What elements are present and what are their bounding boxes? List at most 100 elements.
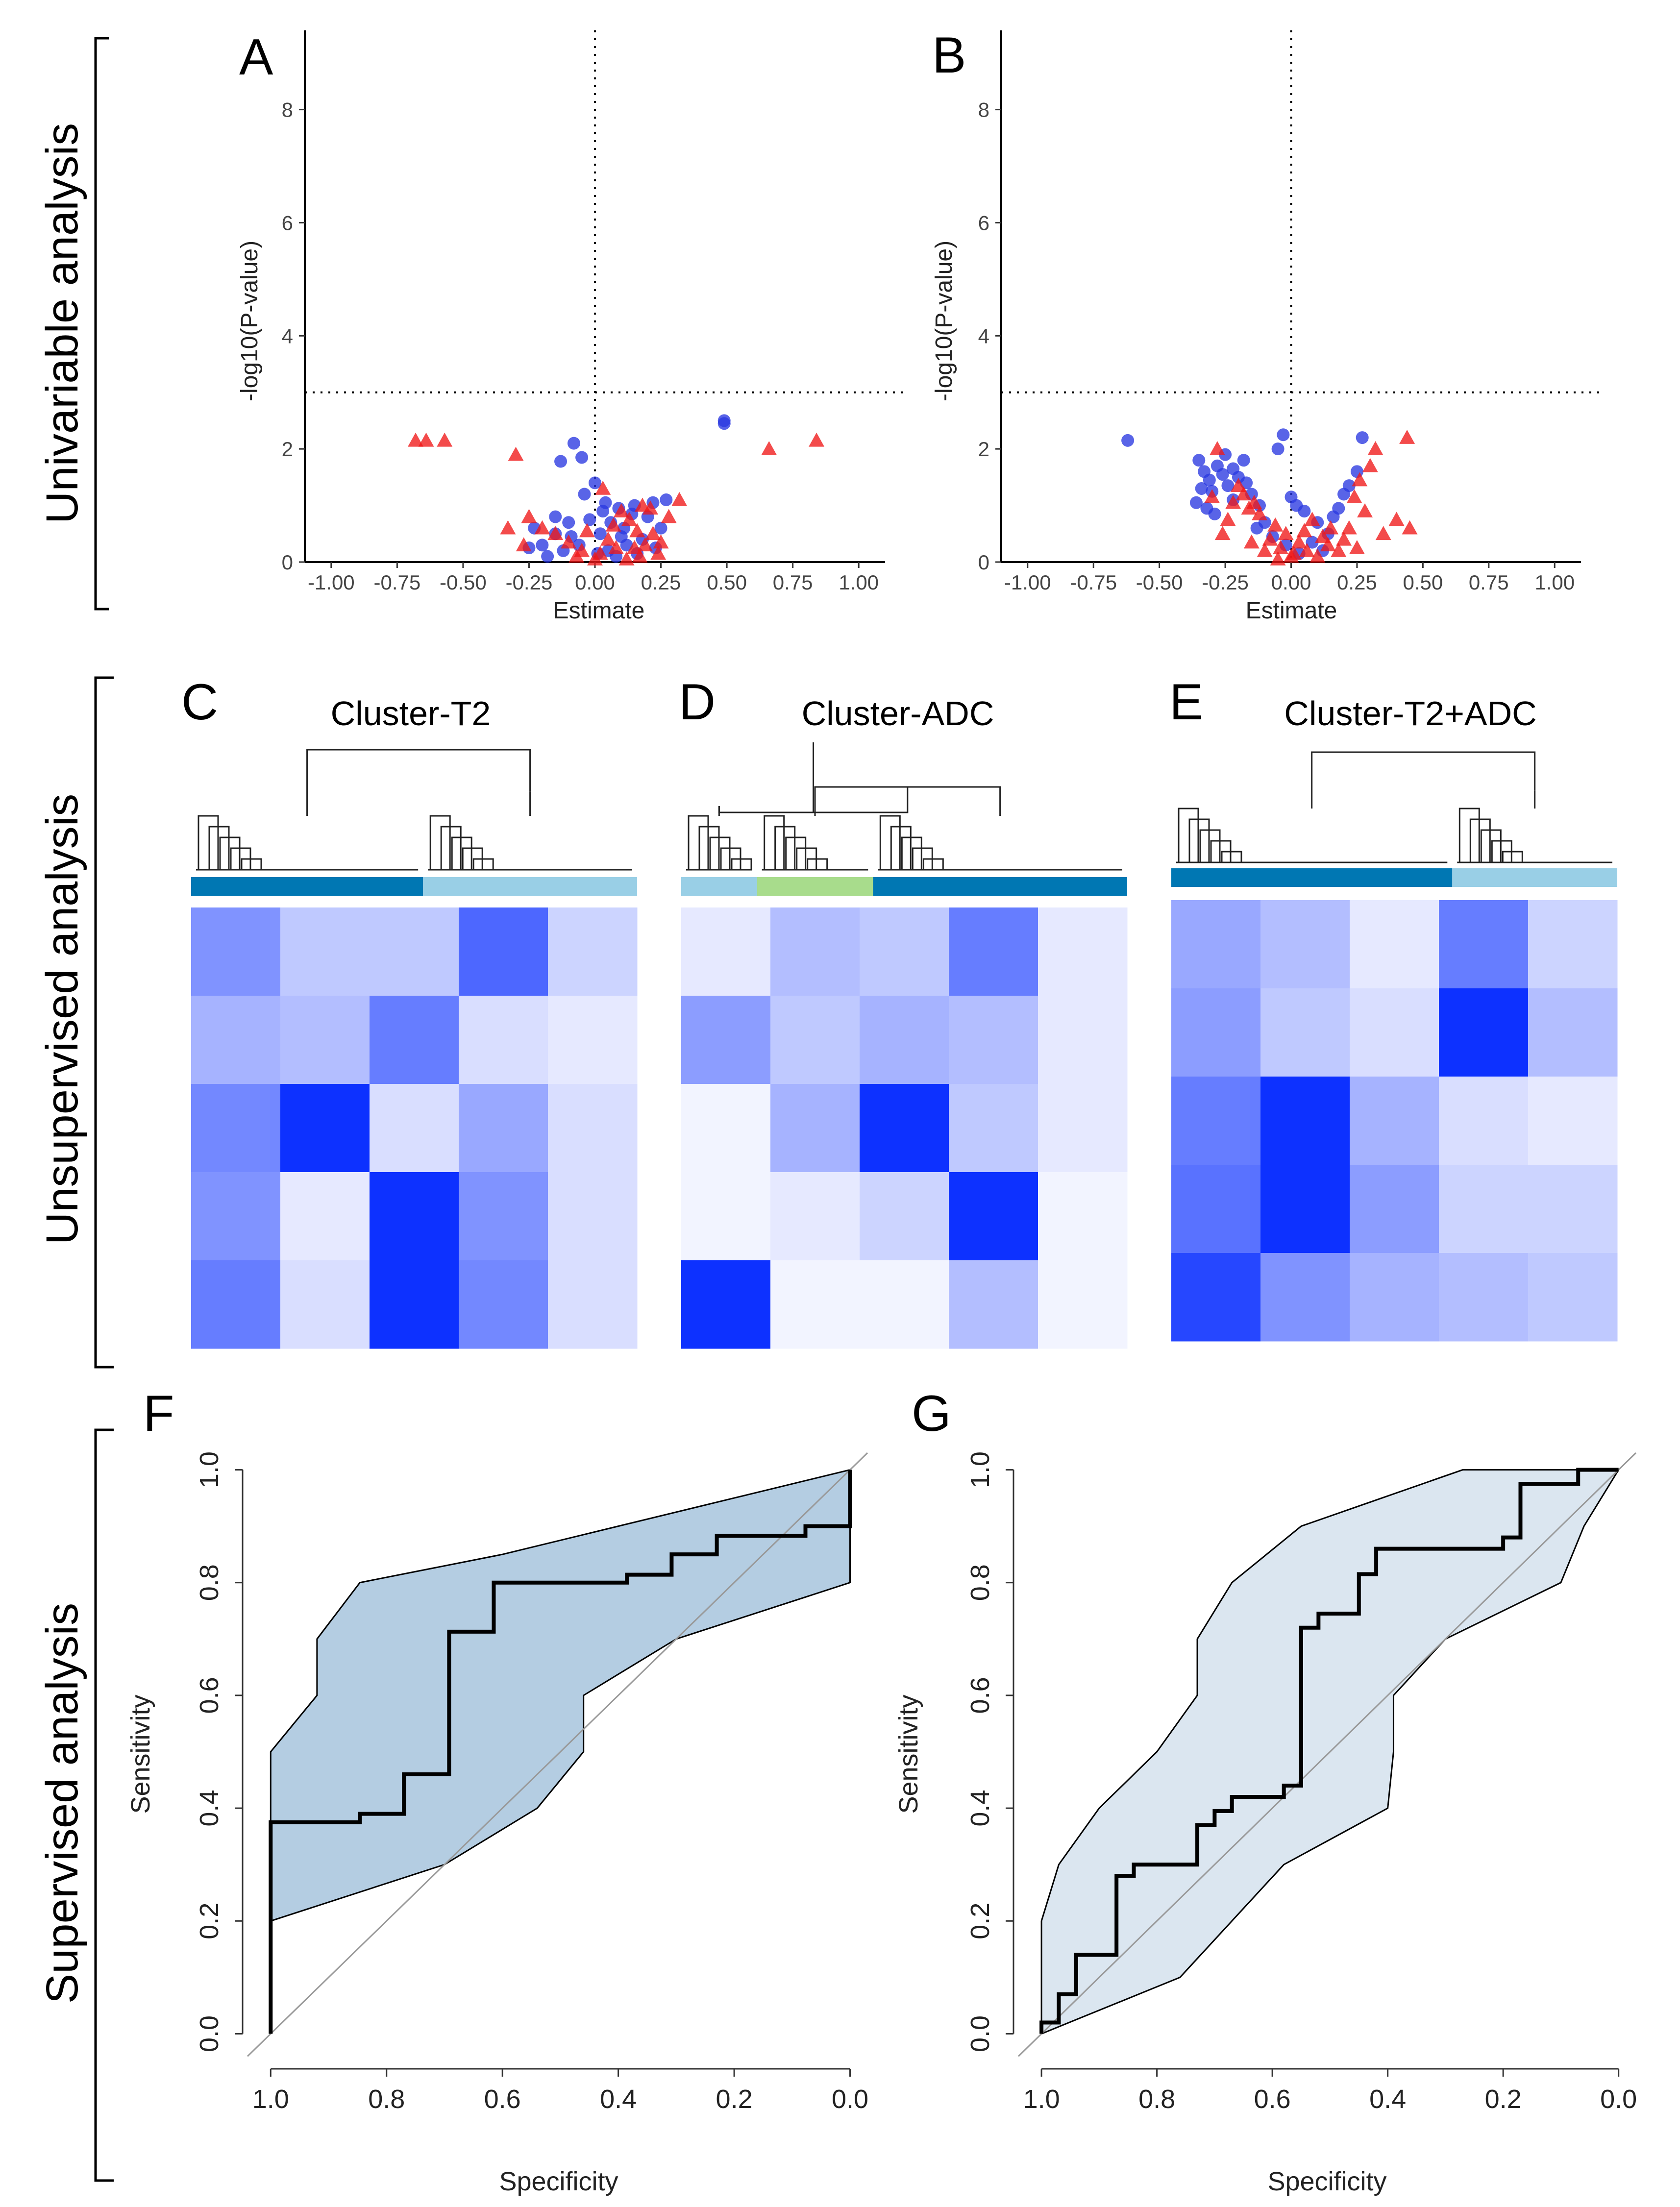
data-point-circle	[1195, 482, 1208, 495]
heatmap-cell	[1528, 1165, 1618, 1253]
heatmap-cell	[860, 1172, 949, 1261]
heatmap-cell	[770, 996, 860, 1084]
heatmap-cell	[1260, 1165, 1350, 1253]
heatmap-cell	[681, 996, 771, 1084]
data-point-circle	[1337, 488, 1351, 501]
heatmap-cell	[1528, 1077, 1618, 1165]
x-tick-label: 1.0	[252, 2084, 289, 2114]
heatmap-cell	[770, 1172, 860, 1261]
data-point-triangle	[1225, 494, 1241, 509]
data-point-circle	[562, 516, 575, 529]
roc-curve	[1039, 1468, 1619, 2034]
heatmap-cell	[1350, 1077, 1439, 1165]
x-tick-label: 0.00	[575, 571, 615, 594]
y-tick-label: 0.2	[965, 1903, 995, 1939]
data-point-triangle	[1399, 430, 1415, 444]
cluster-color-bar-segment	[757, 877, 873, 896]
data-point-circle	[593, 527, 607, 540]
heatmap-cell	[1038, 907, 1128, 996]
x-tick-label: -0.75	[373, 571, 420, 594]
dendrogram-sub-branch	[1188, 818, 1210, 862]
dendrogram-sub-branch	[1502, 851, 1523, 862]
data-point-circle	[1306, 536, 1319, 549]
data-point-triangle	[1272, 540, 1288, 554]
y-tick-label: 0.0	[195, 2015, 224, 2052]
heatmap-cell	[370, 996, 459, 1084]
data-point-triangle	[1235, 486, 1252, 501]
y-tick-label: 0	[282, 551, 293, 574]
dendrogram-sub-branch	[219, 836, 241, 870]
heatmap-cell	[191, 1084, 281, 1173]
dendrogram-join	[306, 749, 531, 806]
dendrogram-sub-branch	[879, 815, 901, 870]
heatmap-cell	[459, 996, 548, 1084]
x-tick-label: -0.25	[506, 571, 553, 594]
dendrogram-sub-branch	[807, 858, 828, 870]
x-tick-label: 0.00	[1271, 571, 1311, 594]
data-point-triangle	[1296, 523, 1312, 538]
data-point-circle	[575, 451, 589, 464]
x-tick-label: 0.50	[707, 571, 747, 594]
data-point-triangle	[1362, 458, 1378, 472]
data-point-triangle	[626, 540, 642, 554]
heatmap-cell	[860, 996, 949, 1084]
data-point-triangle	[1262, 531, 1278, 546]
data-point-triangle	[1299, 542, 1315, 557]
heatmap-cell	[459, 1172, 548, 1261]
y-tick-label: 0.8	[195, 1564, 224, 1601]
y-tick-label: 0.2	[195, 1903, 224, 1939]
data-point-circle	[1192, 454, 1206, 467]
dendrogram-sub-branch	[901, 836, 922, 870]
title-d: Cluster-ADC	[802, 694, 994, 733]
data-point-circle	[1227, 462, 1240, 475]
panel-label-d: D	[679, 674, 716, 731]
heatmap-cell	[370, 1172, 459, 1261]
panel-b-volcano: B -log10(P-value) Estimate -1.00 -0.75 -0.…	[931, 27, 1601, 624]
panel-d-consensus: D Cluster-ADC	[679, 674, 1128, 1349]
data-point-triangle	[1388, 512, 1405, 526]
x-tick-label: 0.2	[1485, 2084, 1522, 2114]
data-point-triangle	[508, 446, 524, 461]
data-point-circle	[589, 476, 601, 490]
dendrogram-sub-branch	[698, 826, 720, 870]
heatmap-cell	[681, 1172, 771, 1261]
dendrogram-sub-branch	[774, 826, 796, 870]
y-tick-label: 0.6	[965, 1677, 995, 1714]
cluster-color-bar-segment	[191, 877, 423, 896]
section-supervised: Supervised analysis	[37, 1428, 114, 2182]
data-point-triangle	[650, 545, 667, 560]
heatmap-cell	[1350, 1253, 1439, 1342]
heatmap-cell	[860, 1260, 949, 1349]
y-tick-label: 2	[282, 438, 293, 461]
cluster-color-bar-segment	[1452, 868, 1617, 887]
data-point-circle	[1327, 510, 1340, 523]
heatmap-cell	[459, 907, 548, 996]
data-point-circle	[1216, 468, 1229, 481]
data-point-circle	[1356, 431, 1369, 444]
title-e: Cluster-T2+ADC	[1284, 694, 1536, 733]
heatmap-cell	[949, 907, 1038, 996]
dendrogram-sub-branch	[1178, 808, 1199, 862]
heatmap-cell	[1350, 900, 1439, 989]
dendrogram-sub-branch	[198, 815, 219, 870]
data-point-circle	[554, 455, 568, 468]
heatmap-cell	[1171, 900, 1261, 989]
data-point-circle	[615, 530, 628, 543]
data-point-circle	[567, 437, 580, 450]
data-point-triangle	[418, 432, 434, 447]
data-point-triangle	[1346, 489, 1362, 504]
heatmap-cell	[191, 996, 281, 1084]
heatmap-cell	[1260, 900, 1350, 989]
dendrogram-sub-branch	[922, 858, 944, 870]
dendrogram-sub-branch	[731, 858, 752, 870]
x-axis-title-g: Specificity	[1267, 2167, 1386, 2196]
title-c: Cluster-T2	[331, 694, 491, 733]
cluster-color-bar-segment	[681, 877, 757, 896]
data-point-triangle	[1352, 472, 1368, 487]
heatmap-cell	[280, 907, 370, 996]
dendrogram-sub-branch	[890, 826, 912, 870]
data-point-triangle	[579, 523, 595, 538]
data-point-triangle	[1320, 537, 1336, 552]
heatmap-cell	[949, 1084, 1038, 1173]
x-axis-title-b: Estimate	[1246, 598, 1337, 624]
